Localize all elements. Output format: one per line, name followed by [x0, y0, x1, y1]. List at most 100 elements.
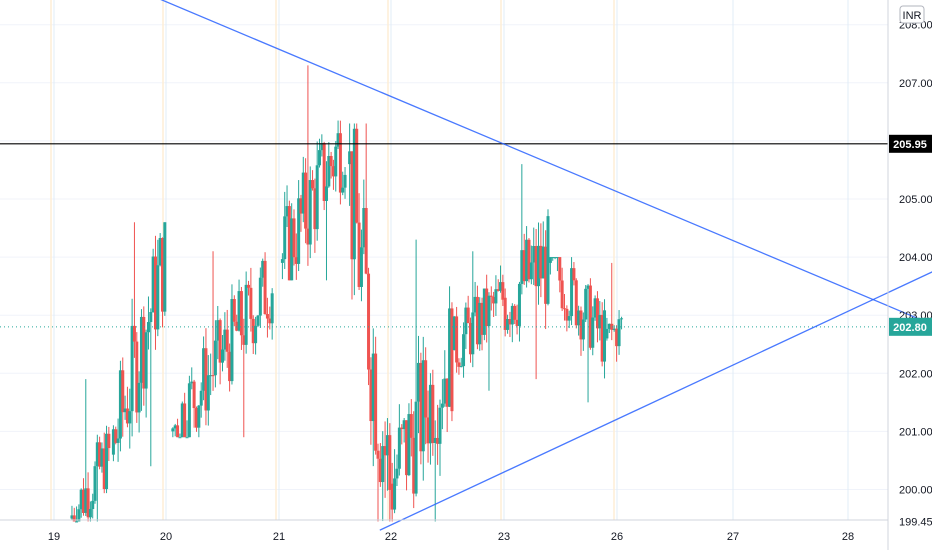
candle-body — [376, 450, 380, 459]
candle-body — [137, 382, 141, 413]
candle-body — [322, 143, 326, 201]
candle-body — [371, 353, 375, 422]
candle-body — [98, 442, 102, 467]
candle-body — [114, 429, 118, 443]
candle-body — [268, 318, 272, 324]
candle-body — [487, 295, 491, 327]
candle-body — [301, 172, 305, 214]
candle-body — [494, 289, 498, 304]
candle-body — [506, 319, 510, 330]
candle-body — [70, 515, 74, 519]
candle-body — [285, 206, 289, 217]
candle-body — [121, 370, 125, 413]
y-tick-label: 201.00 — [899, 426, 932, 438]
candle-body — [532, 245, 536, 263]
candle-body — [304, 172, 308, 229]
candle-body — [235, 321, 239, 331]
candle-body — [457, 362, 461, 367]
candle-body — [555, 257, 559, 259]
y-tick-label: 207.00 — [899, 78, 932, 90]
candle-body — [378, 458, 382, 483]
candle-body — [183, 403, 187, 438]
candle-body — [443, 378, 447, 404]
candle-body — [180, 403, 184, 438]
candle-body — [123, 408, 127, 413]
candle-body — [130, 325, 134, 412]
candle-body — [206, 375, 210, 411]
candle-body — [565, 308, 569, 321]
candle-body — [225, 329, 229, 352]
candle-body — [534, 245, 538, 287]
candle-body — [324, 186, 328, 201]
candle-body — [242, 335, 246, 345]
candle-body — [336, 133, 340, 147]
candle-body — [501, 282, 505, 300]
candle-body — [93, 466, 97, 501]
candle-body — [100, 448, 104, 467]
candle-body — [258, 277, 262, 316]
x-tick-label: 20 — [160, 531, 172, 543]
trendline — [379, 271, 932, 531]
candle-body — [471, 312, 475, 355]
candle-body — [428, 384, 432, 444]
x-tick-label: 28 — [842, 531, 854, 543]
candle-body — [280, 259, 284, 263]
candle-body — [211, 375, 215, 377]
candle-body — [265, 314, 269, 319]
candle-body — [464, 307, 468, 335]
candle-body — [508, 319, 512, 325]
candle-body — [213, 340, 217, 376]
candle-body — [178, 437, 182, 439]
candle-body — [192, 381, 196, 409]
candle-body — [297, 198, 301, 264]
candle-body — [574, 280, 578, 326]
candle-body — [218, 320, 222, 363]
candle-body — [261, 260, 265, 278]
candle-body — [367, 273, 371, 370]
candle-body — [176, 425, 180, 438]
candle-body — [249, 287, 253, 319]
candle-body — [584, 288, 588, 320]
candle-body — [424, 360, 428, 418]
candle-body — [343, 174, 347, 188]
candle-body — [221, 349, 224, 363]
candle-body — [572, 268, 576, 281]
candle-body — [426, 417, 430, 444]
candle-body — [318, 150, 322, 166]
candle-body — [374, 353, 378, 451]
candle-body — [151, 256, 155, 313]
candle-body — [603, 310, 607, 362]
candle-body — [567, 316, 571, 321]
candle-body — [263, 260, 267, 315]
candle-body — [311, 180, 315, 189]
candle-body — [620, 318, 624, 320]
candle-body — [142, 316, 146, 389]
candle-body — [202, 348, 206, 391]
candle-body — [390, 483, 394, 510]
candle-body — [84, 488, 88, 513]
candle-body — [91, 500, 95, 510]
candle-body — [383, 446, 387, 456]
candle-body — [473, 296, 477, 313]
candle-body — [421, 360, 425, 452]
candle-body — [513, 305, 517, 320]
candle-body — [548, 257, 552, 263]
candle-body — [216, 320, 220, 341]
candle-body — [153, 256, 157, 330]
candle-body — [525, 239, 529, 282]
candle-body — [529, 262, 533, 280]
candle-body — [617, 319, 621, 347]
candle-body — [517, 283, 521, 326]
candle-body — [308, 180, 312, 245]
candle-body — [536, 245, 540, 287]
candle-body — [553, 257, 557, 259]
candle-body — [579, 310, 583, 340]
candle-body — [489, 295, 493, 297]
candle-body — [287, 206, 291, 281]
candle-body — [462, 334, 466, 367]
candle-body — [468, 323, 472, 355]
candle-body — [247, 284, 251, 288]
candle-body — [364, 208, 368, 274]
